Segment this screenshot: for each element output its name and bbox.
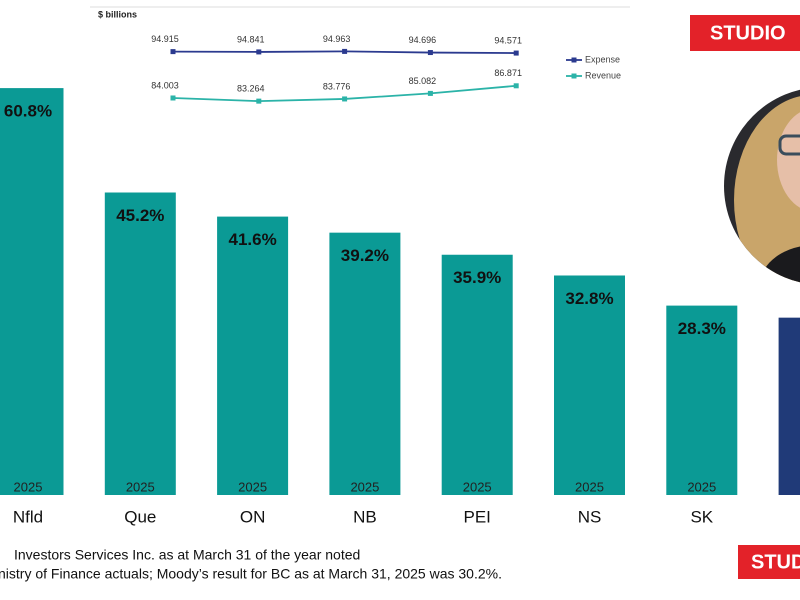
legend-label: Revenue: [585, 70, 621, 80]
value-label: 60.8%: [4, 102, 52, 121]
bar-label: 2025: [126, 479, 155, 494]
bar-label: 2025: [463, 479, 492, 494]
photo-face: [777, 108, 800, 212]
x-tick-label: Nfld: [13, 507, 43, 526]
bar: [104, 192, 176, 495]
bar-label: 2025: [350, 479, 379, 494]
legend-label: Expense: [585, 54, 620, 64]
point: [256, 98, 262, 104]
bar: [329, 232, 401, 495]
data-label: 94.571: [494, 35, 522, 45]
bar: [554, 275, 625, 495]
point: [342, 48, 348, 54]
badge: [690, 15, 800, 51]
point: [513, 83, 519, 89]
x-tick-label: Que: [124, 507, 156, 526]
footnote: nistry of Finance actuals; Moody’s resul…: [0, 566, 502, 582]
value-label: 32.8%: [565, 289, 613, 308]
point: [170, 95, 176, 101]
point: [427, 90, 433, 96]
data-label: 85.082: [409, 76, 437, 86]
data-label: 94.915: [151, 34, 179, 44]
photo-glasses: [778, 134, 800, 156]
badge-text: STUD: [751, 551, 800, 573]
x-tick-label: NB: [353, 507, 377, 526]
x-tick-label: NS: [578, 507, 602, 526]
inset-title: $ billions: [98, 9, 137, 19]
x-tick-label: SK: [690, 507, 713, 526]
data-label: 86.871: [494, 68, 522, 78]
photo-clothes: [760, 245, 800, 285]
legend-marker: [571, 57, 577, 63]
x-tick-label: ON: [240, 507, 266, 526]
photo: [722, 87, 800, 285]
bar: [666, 305, 738, 495]
data-label: 94.696: [409, 35, 437, 45]
data-label: 84.003: [151, 80, 179, 90]
legend-marker: [571, 73, 577, 79]
footnote: Investors Services Inc. as at March 31 o…: [14, 547, 360, 563]
bar-label: 2025: [575, 479, 604, 494]
bar-label: 2025: [238, 479, 267, 494]
photo-hair: [734, 95, 800, 285]
point: [427, 50, 433, 56]
point: [256, 49, 262, 55]
bar-label: 2025: [14, 479, 43, 494]
point: [342, 96, 348, 102]
value-label: 39.2%: [341, 246, 389, 265]
data-label: 94.963: [323, 34, 351, 44]
data-label: 94.841: [237, 34, 265, 44]
point: [513, 50, 519, 56]
data-label: 83.776: [323, 81, 351, 91]
value-label: 41.6%: [228, 230, 276, 249]
badge: [738, 545, 800, 579]
value-label: 35.9%: [453, 268, 501, 287]
value-label: 28.3%: [678, 319, 726, 338]
bar: [778, 317, 800, 495]
value-label: 45.2%: [116, 206, 164, 225]
x-tick-label: PEI: [463, 507, 490, 526]
data-label: 83.264: [237, 84, 265, 94]
badge-text: STUDIO: [710, 22, 786, 44]
bar-label: 2025: [687, 479, 716, 494]
bar: [441, 254, 513, 495]
point: [170, 49, 176, 55]
bar: [0, 88, 64, 495]
bar: [217, 216, 289, 495]
